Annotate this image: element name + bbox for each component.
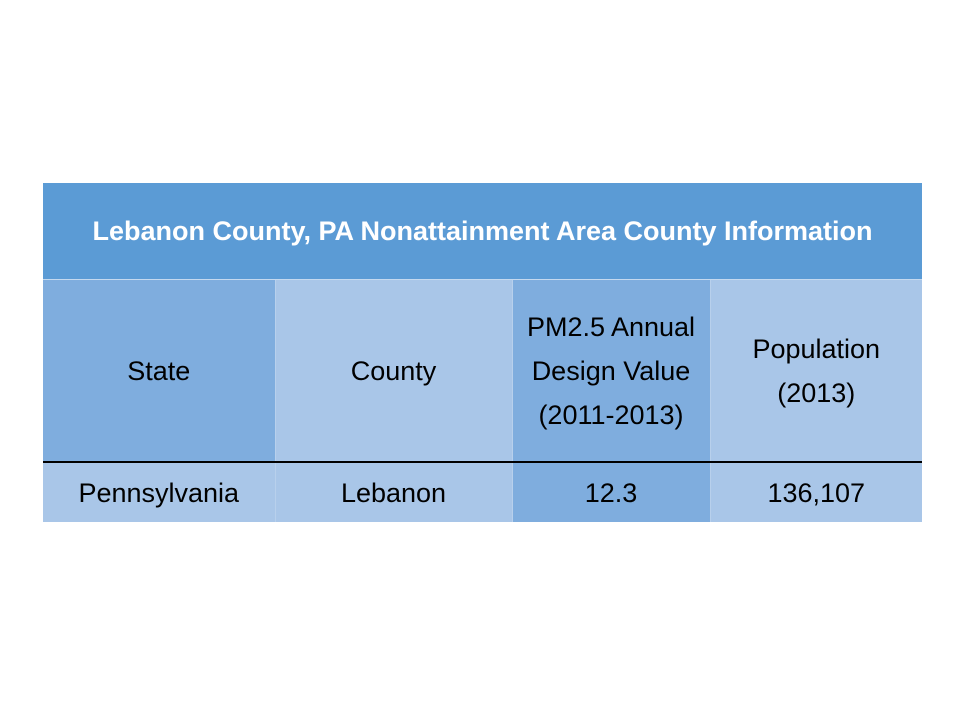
header-cell: County bbox=[275, 279, 513, 462]
cell: Lebanon bbox=[275, 462, 513, 522]
header-row: State County PM2.5 Annual Design Value (… bbox=[43, 279, 922, 462]
cell: 12.3 bbox=[512, 462, 711, 522]
table-title: Lebanon County, PA Nonattainment Area Co… bbox=[43, 183, 922, 280]
header-cell: State bbox=[43, 279, 276, 462]
header-cell: Population (2013) bbox=[710, 279, 922, 462]
info-table: Lebanon County, PA Nonattainment Area Co… bbox=[43, 183, 922, 522]
data-row: Pennsylvania Lebanon 12.3 136,107 bbox=[43, 462, 922, 522]
cell: 136,107 bbox=[710, 462, 922, 522]
header-cell: PM2.5 Annual Design Value (2011-2013) bbox=[512, 279, 711, 462]
cell: Pennsylvania bbox=[43, 462, 276, 522]
title-row: Lebanon County, PA Nonattainment Area Co… bbox=[43, 183, 922, 280]
